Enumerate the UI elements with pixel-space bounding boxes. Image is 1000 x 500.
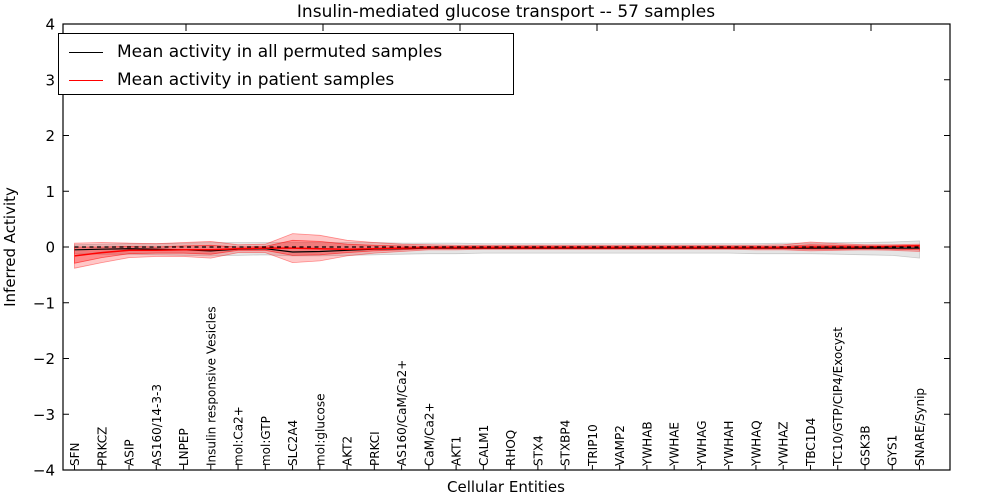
patient-mean-line	[74, 245, 920, 257]
x-category-label: AS160/CaM/Ca2+	[395, 360, 409, 466]
y-tick-label: 1	[45, 183, 55, 201]
y-tick-label: −3	[33, 406, 55, 424]
patient-samples-std-inner-band	[74, 239, 920, 264]
x-category-label: YWHAG	[695, 420, 709, 467]
legend-label-patient: Mean activity in patient samples	[117, 70, 395, 90]
y-tick-label: −1	[33, 294, 55, 312]
x-category-label: TRIP10	[586, 424, 600, 467]
legend-item-patient: Mean activity in patient samples	[69, 67, 394, 93]
x-category-label: SLC2A4	[286, 420, 300, 466]
x-category-label: YWHAE	[668, 422, 682, 467]
legend-label-permuted: Mean activity in all permuted samples	[117, 42, 443, 62]
x-category-label: STXBP4	[559, 420, 573, 466]
y-tick-label: −4	[33, 462, 55, 480]
x-category-label: CALM1	[477, 425, 491, 466]
x-category-label: LNPEP	[177, 428, 191, 466]
x-category-label: SFN	[68, 443, 82, 467]
plot-area: −4 −3 −2 −1 0 1 2 3 4 SFN PRKCZ ASIP AS160/14-3-3 LNP…	[33, 16, 951, 480]
axes-frame	[62, 23, 951, 471]
legend: Mean activity in all permuted samples Me…	[58, 33, 514, 95]
x-category-label: YWHAH	[722, 421, 736, 467]
legend-line-sample-red-icon	[69, 79, 103, 81]
x-category-label: TBC1D4	[804, 418, 818, 467]
x-category-label: mol:Ca2+	[232, 406, 246, 466]
x-category-label: PRKCI	[368, 431, 382, 466]
x-category-label: AKT1	[450, 436, 464, 466]
y-tick-label: −2	[33, 350, 55, 368]
x-category-label: AKT2	[341, 436, 355, 466]
x-category-label: VAMP2	[613, 425, 627, 466]
x-category-label: TC10/GTP/CIP4/Exocyst	[831, 327, 845, 467]
x-category-label: RHOQ	[504, 430, 518, 466]
patient-samples-std-outer-band	[74, 233, 920, 269]
x-category-label: AS160/14-3-3	[150, 384, 164, 466]
chart-title: Insulin-mediated glucose transport -- 57…	[297, 2, 715, 22]
legend-item-permuted: Mean activity in all permuted samples	[69, 39, 442, 65]
x-category-label: ASIP	[123, 439, 137, 466]
x-category-label: GYS1	[886, 435, 900, 466]
x-category-label: mol:GTP	[259, 416, 273, 466]
legend-line-sample-black-icon	[69, 51, 103, 53]
x-category-label: SNARE/Synip	[913, 388, 927, 466]
x-category-label: PRKCZ	[95, 427, 109, 466]
y-tick-label: 4	[45, 16, 55, 34]
x-category-label: STX4	[531, 435, 545, 466]
x-category-label: YWHAZ	[777, 421, 791, 467]
y-tick-label: 3	[45, 71, 55, 89]
y-tick-label: 2	[45, 127, 55, 145]
x-category-label: GSK3B	[858, 425, 872, 466]
x-category-label: CaM/Ca2+	[422, 402, 436, 466]
x-category-label: mol:glucose	[313, 393, 327, 466]
x-category-label: Insulin responsive Vesicles	[204, 306, 218, 466]
x-axis-label: Cellular Entities	[447, 478, 565, 496]
x-category-label: YWHAQ	[749, 420, 763, 467]
x-category-label: YWHAB	[640, 421, 654, 467]
y-axis-label: Inferred Activity	[1, 187, 19, 307]
y-tick-label: 0	[45, 239, 55, 257]
